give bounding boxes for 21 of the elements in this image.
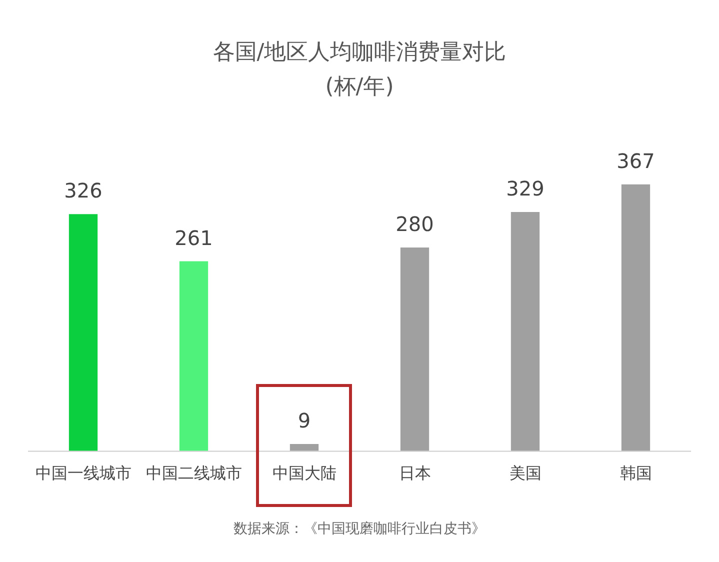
data-label: 261 bbox=[174, 226, 213, 250]
bar bbox=[179, 261, 208, 451]
chart-title: 各国/地区人均咖啡消费量对比 bbox=[212, 40, 506, 65]
data-label: 326 bbox=[64, 178, 102, 203]
x-tick-label: 韩国 bbox=[620, 464, 652, 483]
data-label: 280 bbox=[396, 212, 434, 236]
chart-subtitle: (杯/年) bbox=[325, 74, 394, 100]
source-note: 数据来源：《中国现磨咖啡行业白皮书》 bbox=[232, 520, 486, 538]
bar bbox=[621, 184, 650, 451]
bar bbox=[68, 214, 98, 451]
x-tick-label: 中国二线城市 bbox=[146, 464, 242, 483]
bar bbox=[290, 444, 319, 451]
bar bbox=[510, 212, 540, 451]
data-label: 367 bbox=[616, 148, 655, 173]
data-label: 9 bbox=[298, 408, 311, 432]
data-label: 329 bbox=[506, 176, 544, 200]
x-tick-label: 中国一线城市 bbox=[35, 464, 132, 483]
bar bbox=[400, 247, 430, 451]
x-tick-label: 美国 bbox=[509, 464, 542, 483]
x-tick-label: 中国大陆 bbox=[272, 464, 336, 483]
x-tick-label: 日本 bbox=[398, 464, 431, 483]
